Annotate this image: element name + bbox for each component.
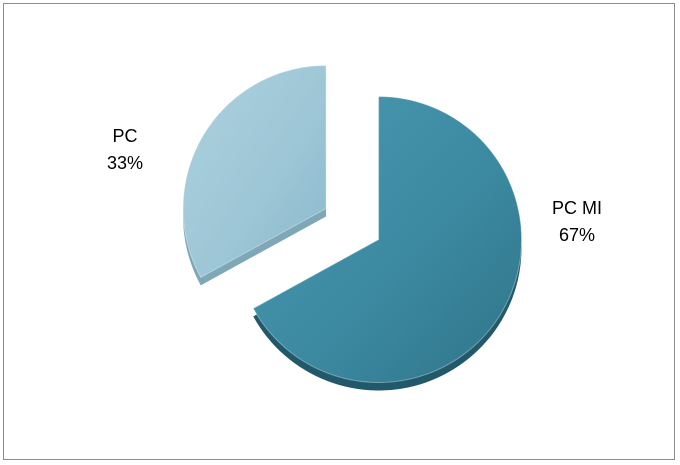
slice-category-label: PC xyxy=(112,126,138,146)
pie-slice-pc-mi xyxy=(252,96,523,383)
pie-slice-group xyxy=(252,96,523,391)
chart-area: PC MI 67% PC 33% xyxy=(3,3,675,460)
pie-chart xyxy=(182,64,523,391)
slice-category-label: PC MI xyxy=(552,198,603,218)
slice-label-pc: PC 33% xyxy=(107,123,143,177)
pie-slice-group xyxy=(182,64,327,286)
slice-label-pc-mi: PC MI 67% xyxy=(552,195,602,249)
pie-slice-pc xyxy=(182,64,327,279)
slice-percent-label: 33% xyxy=(107,153,144,173)
slice-percent-label: 67% xyxy=(558,225,596,245)
